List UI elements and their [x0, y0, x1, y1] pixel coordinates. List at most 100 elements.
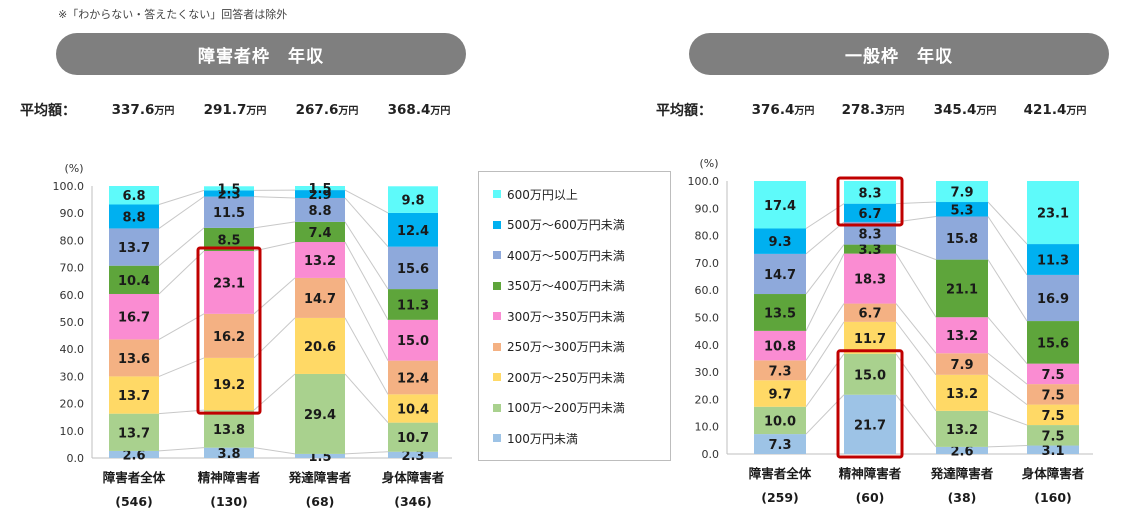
- category-label: 障害者全体: [749, 466, 812, 481]
- category-label: 精神障害者: [839, 466, 902, 481]
- y-tick-label: 0.0: [702, 448, 720, 461]
- legend-label: 100万円未満: [507, 431, 578, 446]
- bar-segment: [936, 216, 988, 260]
- series-connector-line: [805, 221, 845, 255]
- data-label: 20.6: [304, 340, 336, 355]
- bar-segment: [295, 221, 345, 243]
- legend-label: 100万～200万円未満: [507, 401, 625, 415]
- data-label: 15.0: [854, 368, 886, 383]
- data-label: 5.3: [950, 203, 973, 218]
- series-connector-line: [895, 303, 937, 354]
- legend-label: 350万～400万円未満: [507, 279, 625, 293]
- series-connector-line: [253, 221, 296, 229]
- series-connector-line: [253, 447, 296, 455]
- bar-segment: [388, 319, 438, 361]
- data-label: 8.5: [217, 233, 240, 248]
- data-label: 17.4: [764, 199, 796, 214]
- category-count-label: (130): [210, 494, 248, 509]
- data-label: 3.8: [217, 447, 240, 462]
- series-connector-line: [987, 445, 1028, 448]
- bar-segment: [754, 228, 806, 254]
- series-connector-line: [344, 189, 389, 214]
- legend-label: 300万～350万円未満: [507, 309, 625, 324]
- bar-segment: [1027, 363, 1079, 385]
- bar-segment: [844, 253, 896, 304]
- data-label: 15.6: [397, 262, 429, 277]
- legend-label: 200万～250万円未満: [507, 370, 625, 385]
- bar-segment: [204, 447, 254, 458]
- data-label: 7.5: [1041, 409, 1064, 424]
- series-connector-line: [987, 374, 1028, 405]
- bar-segment: [295, 197, 345, 222]
- bar-segment: [204, 251, 254, 314]
- data-label: 2.9: [308, 188, 331, 203]
- data-label: 9.7: [768, 388, 791, 403]
- bar-segment: [1027, 321, 1079, 364]
- bar-segment: [754, 434, 806, 454]
- average-row-right: 平均額： 376.4万円 278.3万円 345.4万円 421.4万円: [656, 100, 1116, 124]
- data-label: 1.5: [308, 182, 331, 197]
- bar-segment: [109, 376, 159, 414]
- legend-swatch: [493, 373, 501, 381]
- bar-segment: [204, 190, 254, 197]
- data-label: 13.6: [118, 352, 150, 367]
- y-tick-label: 80.0: [60, 234, 85, 247]
- bar-segment: [844, 353, 896, 395]
- data-label: 13.2: [946, 423, 978, 438]
- category-count-label: (38): [948, 490, 977, 505]
- data-label: 12.4: [397, 371, 429, 386]
- bar-segment: [936, 446, 988, 454]
- bar-segment: [388, 186, 438, 213]
- bar-segment: [204, 227, 254, 252]
- bar-segment: [388, 289, 438, 320]
- bar-segment: [109, 186, 159, 205]
- average-label: 平均額：: [20, 103, 76, 119]
- data-label: 7.9: [950, 186, 973, 201]
- data-label: 7.9: [950, 358, 973, 373]
- data-label: 10.0: [764, 414, 796, 429]
- bar-segment: [754, 360, 806, 381]
- category-label: 精神障害者: [198, 470, 261, 485]
- bar-segment: [844, 321, 896, 354]
- series-connector-line: [344, 277, 389, 361]
- series-connector-line: [987, 410, 1028, 426]
- bar-segment: [109, 450, 159, 458]
- footnote: ※「わからない・答えたくない」回答者は除外: [58, 8, 288, 21]
- bar-segment: [936, 202, 988, 217]
- data-label: 11.3: [1037, 253, 1069, 268]
- average-value: 376.4万円: [751, 102, 815, 118]
- data-label: 19.2: [213, 378, 245, 393]
- data-label: 10.7: [397, 431, 429, 446]
- bar-segment: [754, 294, 806, 331]
- bar-segment: [844, 203, 896, 222]
- bar-segment: [388, 246, 438, 290]
- data-label: 6.7: [858, 307, 881, 322]
- bar-segment: [754, 253, 806, 295]
- bar-segment: [388, 422, 438, 452]
- bar-segment: [1027, 425, 1079, 446]
- data-label: 11.5: [213, 206, 245, 221]
- bar-segment: [109, 339, 159, 377]
- bar-segment: [204, 196, 254, 228]
- y-tick-label: 20.0: [695, 393, 720, 406]
- data-label: 7.5: [1041, 368, 1064, 383]
- series-connector-line: [987, 316, 1028, 364]
- data-label: 2.3: [217, 187, 240, 202]
- y-tick-label: 30.0: [695, 366, 720, 379]
- y-tick-label: 20.0: [60, 398, 85, 411]
- data-label: 1.5: [217, 182, 240, 197]
- category-label: 発達障害者: [930, 466, 994, 481]
- series-connector-line: [158, 227, 205, 267]
- data-label: 13.5: [764, 306, 796, 321]
- bar-segment: [936, 353, 988, 375]
- data-label: 3.3: [858, 243, 881, 258]
- bar-segment: [388, 360, 438, 395]
- y-axis-label: (%): [64, 162, 83, 175]
- y-tick-label: 70.0: [60, 262, 85, 275]
- legend-item: 100万円未満: [493, 430, 578, 446]
- legend-item: 300万～350万円未満: [493, 308, 625, 324]
- average-value: 421.4万円: [1023, 102, 1087, 118]
- legend-item: 200万～250万円未満: [493, 369, 625, 385]
- legend-item: 600万円以上: [493, 186, 578, 202]
